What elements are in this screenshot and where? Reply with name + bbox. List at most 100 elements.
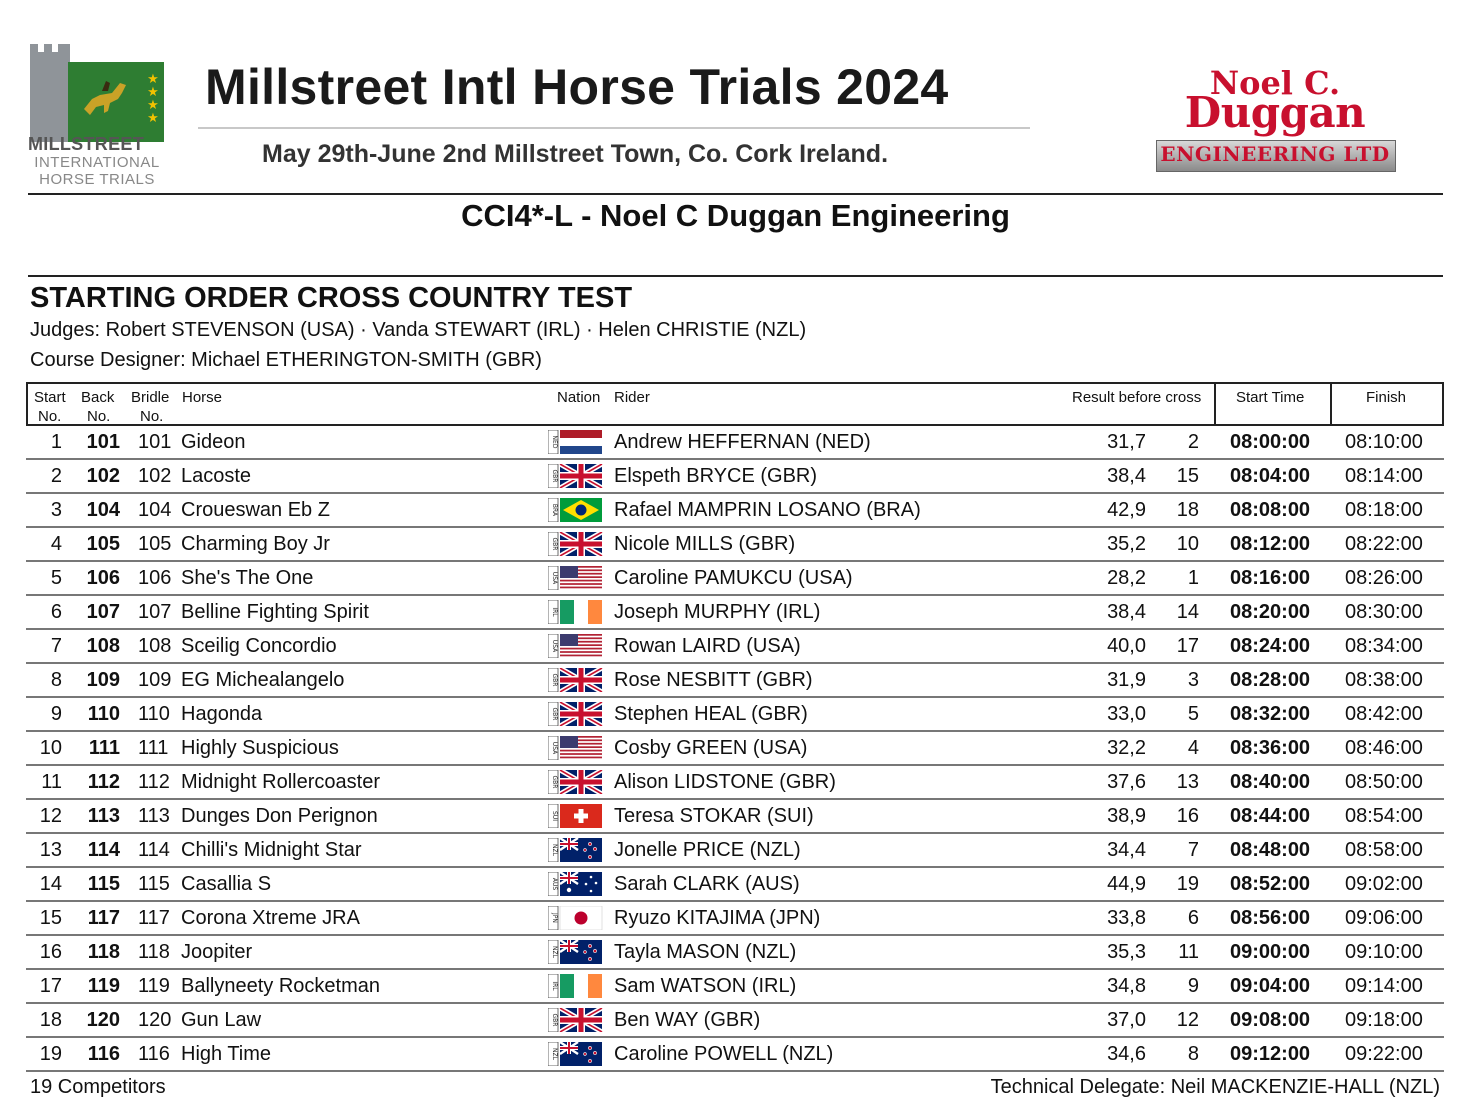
cell-finish: 08:38:00 (1345, 669, 1423, 691)
cell-bridle-no: 119 (138, 975, 170, 997)
cell-result-score: 37,0 (1107, 1009, 1146, 1031)
table-row: 7 108 108 Sceilig Concordio Rowan LAIRD (USA… (26, 630, 1444, 664)
title-divider (198, 127, 1030, 129)
cell-start-time: 08:40:00 (1230, 771, 1311, 793)
cell-start-no: 15 (39, 907, 62, 929)
cell-start-time: 08:08:00 (1230, 499, 1311, 521)
svg-text:GBR: GBR (551, 708, 558, 721)
cell-bridle-no: 110 (138, 703, 170, 725)
cell-start-time: 09:04:00 (1230, 975, 1311, 997)
cell-result-rank: 8 (1187, 1043, 1199, 1065)
svg-text:GBR: GBR (551, 776, 558, 789)
cell-bridle-no: 118 (138, 941, 170, 963)
header-separator (1214, 384, 1216, 424)
cell-rider: Tayla MASON (NZL) (614, 941, 797, 963)
cell-result-score: 32,2 (1107, 737, 1146, 759)
nation-flag-nzl-icon: NZL (548, 1042, 602, 1066)
cell-rider: Rafael MAMPRIN LOSANO (BRA) (614, 499, 921, 521)
cell-result-score: 37,6 (1107, 771, 1146, 793)
cell-back-no: 118 (87, 941, 120, 963)
svg-text:IRL: IRL (551, 607, 558, 617)
cell-horse: Gun Law (181, 1009, 262, 1031)
event-title: Millstreet Intl Horse Trials 2024 (205, 59, 949, 115)
svg-text:NZL: NZL (551, 1048, 558, 1061)
cell-result-rank: 6 (1187, 907, 1199, 929)
cell-bridle-no: 101 (138, 431, 172, 453)
cell-start-no: 3 (50, 499, 62, 521)
castle-tower-icon (30, 44, 70, 142)
cell-finish: 08:26:00 (1345, 567, 1423, 589)
cell-rider: Andrew HEFFERNAN (NED) (614, 431, 871, 453)
cell-horse: EG Michealangelo (181, 669, 345, 691)
cell-back-no: 112 (87, 771, 120, 793)
svg-text:GBR: GBR (551, 538, 558, 551)
header-divider (28, 193, 1443, 195)
cell-bridle-no: 106 (138, 567, 172, 589)
table-row: 18 120 120 Gun Law Ben WAY (GBR) 37,0 12 09:08:… (26, 1004, 1444, 1038)
cell-start-time: 09:12:00 (1230, 1043, 1311, 1065)
cell-rider: Rowan LAIRD (USA) (614, 635, 801, 657)
cell-bridle-no: 109 (138, 669, 172, 691)
nation-flag-gbr-icon: GBR (548, 464, 604, 488)
cell-horse: High Time (181, 1043, 272, 1065)
cell-start-time: 08:48:00 (1230, 839, 1311, 861)
table-row: 2 102 102 Lacoste Elspeth BRYCE (GBR) 38,4 15 0… (26, 460, 1444, 494)
cell-bridle-no: 105 (138, 533, 172, 555)
svg-text:GBR: GBR (551, 674, 558, 687)
nation-flag-gbr-icon: GBR (548, 1008, 604, 1032)
cell-horse: Croueswan Eb Z (181, 499, 330, 521)
logo-text-line2: INTERNATIONAL (34, 154, 160, 171)
col-bridle-no: Bridle No. (131, 388, 169, 426)
cell-bridle-no: 116 (138, 1043, 170, 1065)
col-horse: Horse (182, 389, 223, 406)
table-row: 5 106 106 She's The One Caroline PAMUKCU (US… (26, 562, 1444, 596)
cell-result-score: 38,4 (1107, 601, 1146, 623)
cell-rider: Caroline POWELL (NZL) (614, 1043, 834, 1065)
competitors-count: 19 Competitors (30, 1076, 166, 1098)
table-row: 9 110 110 Hagonda Stephen HEAL (GBR) 33,0 5 08:… (26, 698, 1444, 732)
section-title: STARTING ORDER CROSS COUNTRY TEST (30, 282, 633, 314)
cell-start-time: 08:56:00 (1230, 907, 1311, 929)
svg-text:BRA: BRA (551, 504, 558, 517)
millstreet-logo: ★ ★ ★ ★ MILLSTREET INTERNATIONAL HORSE TRIA… (28, 44, 166, 192)
cell-back-no: 106 (86, 567, 120, 589)
cell-horse: Sceilig Concordio (181, 635, 337, 657)
svg-text:NED: NED (551, 436, 558, 449)
nation-flag-bra-icon: BRA (548, 498, 602, 522)
cell-rider: Elspeth BRYCE (GBR) (614, 465, 818, 487)
cell-start-no: 8 (50, 669, 62, 691)
cell-start-time: 08:44:00 (1230, 805, 1311, 827)
col-start-time: Start Time (1236, 389, 1305, 406)
cell-rider: Nicole MILLS (GBR) (614, 533, 796, 555)
svg-text:IRL: IRL (551, 981, 558, 991)
nation-flag-gbr-icon: GBR (548, 532, 604, 556)
cell-result-score: 34,8 (1107, 975, 1146, 997)
cell-finish: 09:02:00 (1345, 873, 1423, 895)
cell-rider: Joseph MURPHY (IRL) (614, 601, 821, 623)
event-dates: May 29th-June 2nd Millstreet Town, Co. C… (262, 140, 889, 168)
cell-bridle-no: 104 (138, 499, 172, 521)
cell-result-rank: 15 (1176, 465, 1199, 487)
svg-text:SUI: SUI (551, 811, 558, 821)
table-row: 3 104 104 Croueswan Eb Z Rafael MAMPRIN LOSA… (26, 494, 1444, 528)
nation-flag-gbr-icon: GBR (548, 668, 604, 692)
nation-flag-usa-icon: USA (548, 566, 602, 590)
cell-back-no: 105 (86, 533, 120, 555)
svg-text:NZL: NZL (551, 844, 558, 857)
sponsor-logo: Noel C. Duggan ENGINEERING LTD (1150, 60, 1400, 192)
sponsor-logo-line3: ENGINEERING LTD (1160, 142, 1390, 166)
cell-bridle-no: 115 (138, 873, 170, 895)
cell-back-no: 107 (86, 601, 120, 623)
col-back-no: Back No. (81, 388, 114, 426)
cell-back-no: 102 (86, 465, 120, 487)
cell-start-no: 13 (39, 839, 62, 861)
nation-flag-sui-icon: SUI (548, 804, 602, 828)
table-row: 16 118 118 Joopiter Tayla MASON (NZL) 35,3 11 0… (26, 936, 1444, 970)
table-row: 4 105 105 Charming Boy Jr Nicole MILLS (GBR)… (26, 528, 1444, 562)
cell-finish: 09:18:00 (1345, 1009, 1423, 1031)
nation-flag-gbr-icon: GBR (548, 702, 604, 726)
cell-horse: Joopiter (181, 941, 253, 963)
svg-text:USA: USA (551, 572, 558, 585)
cell-bridle-no: 112 (138, 771, 170, 793)
cell-result-rank: 9 (1187, 975, 1199, 997)
